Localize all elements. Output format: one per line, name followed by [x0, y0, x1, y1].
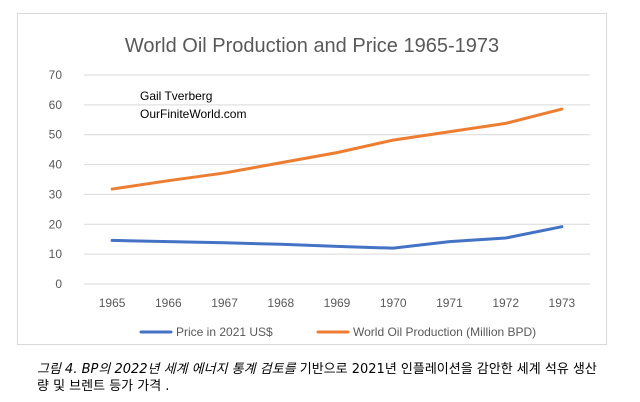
- x-tick-label: 1970: [380, 296, 407, 310]
- y-tick-label: 0: [55, 277, 62, 291]
- x-tick-label: 1971: [436, 296, 463, 310]
- series-line-1: [110, 107, 564, 191]
- gridlines: [84, 74, 590, 285]
- y-tick-label: 20: [49, 217, 63, 231]
- legend-label-0: Price in 2021 US$: [176, 325, 273, 339]
- x-tick-label: 1969: [324, 296, 351, 310]
- x-tick-label: 1967: [211, 296, 238, 310]
- x-tick-label: 1966: [155, 296, 182, 310]
- y-tick-label: 70: [49, 68, 63, 82]
- x-tick-label: 1973: [549, 296, 576, 310]
- caption-italic: 그림 4. BP의 2022년 세계 에너지 통계 검토를: [37, 362, 296, 377]
- caption-text: 기반으로 2021년 인플레이션을 감안한 세계 석유 생산량 및 브렌트 등가…: [37, 362, 597, 394]
- chart-figure: World Oil Production and Price 1965-1973…: [17, 13, 607, 345]
- y-tick-label: 60: [49, 98, 63, 112]
- legend-label-1: World Oil Production (Million BPD): [353, 325, 536, 339]
- line-chart: World Oil Production and Price 1965-1973…: [49, 35, 590, 339]
- y-tick-label: 50: [49, 128, 63, 142]
- x-tick-label: 1965: [99, 296, 126, 310]
- legend: Price in 2021 US$ World Oil Production (M…: [139, 325, 536, 339]
- y-axis-ticks: 0 10 20 30 40 50 60 70: [49, 68, 63, 291]
- annotation-author: Gail Tverberg: [140, 89, 212, 103]
- annotation-website: OurFiniteWorld.com: [140, 107, 246, 121]
- x-axis-ticks: 1965 1966 1967 1968 1969 1970 1971 1972 1973: [99, 296, 576, 310]
- x-tick-label: 1968: [267, 296, 294, 310]
- y-tick-label: 30: [49, 187, 63, 201]
- chart-title: World Oil Production and Price 1965-1973: [125, 35, 499, 57]
- series-lines: [110, 107, 564, 250]
- series-line-0: [110, 225, 564, 250]
- y-tick-label: 40: [49, 158, 63, 172]
- x-tick-label: 1972: [492, 296, 519, 310]
- y-tick-label: 10: [49, 247, 63, 261]
- figure-caption: 그림 4. BP의 2022년 세계 에너지 통계 검토를 기반으로 2021년…: [37, 361, 607, 395]
